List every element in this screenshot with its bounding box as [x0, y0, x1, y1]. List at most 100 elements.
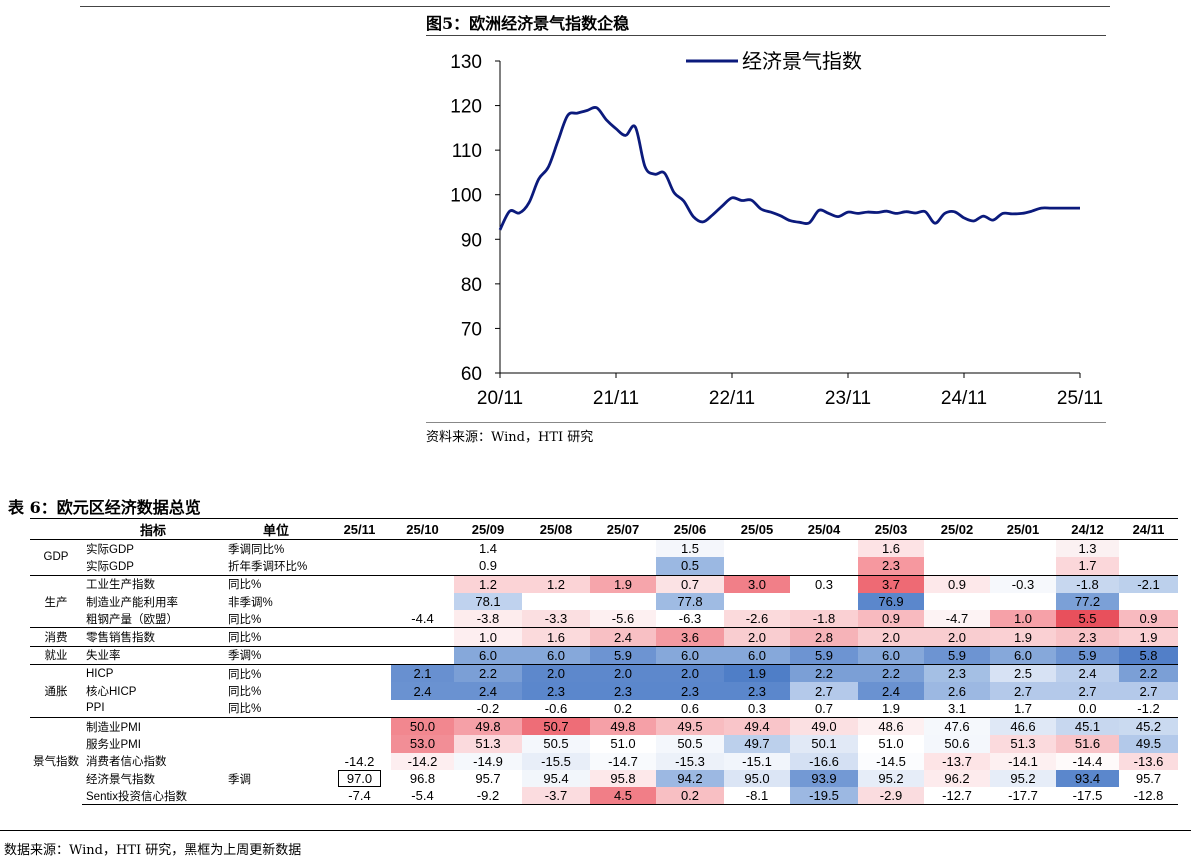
- value-cell: 50.6: [924, 735, 990, 753]
- value-cell: 95.7: [454, 769, 522, 788]
- value-cell: 2.0: [522, 664, 590, 683]
- y-tick-label: 80: [461, 275, 482, 296]
- value-cell: 0.0: [1056, 699, 1119, 718]
- header-cell: 25/11: [328, 518, 391, 540]
- value-cell: 50.0: [391, 716, 454, 736]
- unit-label: 季调%: [224, 645, 328, 665]
- unit-label: 同比%: [224, 627, 328, 647]
- value-cell: [391, 574, 454, 593]
- header-cell: 25/05: [724, 518, 790, 540]
- value-cell: 1.7: [1056, 557, 1119, 576]
- header-cell: 指标: [82, 518, 224, 540]
- value-cell: [1119, 540, 1178, 558]
- value-cell: 3.0: [724, 574, 790, 593]
- table-row: 制造业产能利用率 非季调% 78.1 77.8 76.9 77.2: [30, 592, 1178, 611]
- table-row: PPI 同比% -0.2 -0.6 0.2 0.6 0.3 0.7 1.9 3.1 1.7 0.0 -1…: [30, 699, 1178, 718]
- value-cell: 2.3: [656, 682, 724, 700]
- value-cell: [391, 627, 454, 647]
- unit-label: 同比%: [224, 574, 328, 593]
- value-cell: 0.2: [656, 787, 724, 806]
- value-cell: [1119, 557, 1178, 575]
- value-cell: 51.3: [454, 735, 522, 753]
- value-cell: 2.4: [391, 682, 454, 700]
- value-cell: -19.5: [790, 787, 858, 806]
- value-cell: -3.3: [522, 610, 590, 628]
- value-cell: -14.2: [391, 752, 454, 770]
- value-cell: 2.3: [1056, 627, 1119, 647]
- value-cell: -15.5: [522, 752, 590, 770]
- value-cell: 96.2: [924, 769, 990, 788]
- value-cell: 2.7: [790, 682, 858, 700]
- value-cell: 96.8: [391, 769, 454, 788]
- value-cell: 77.8: [656, 592, 724, 611]
- table-header-row: 指标 单位 25/11 25/10 25/09 25/08 25/07 25/06 25/05 2…: [30, 518, 1178, 540]
- value-cell: 2.6: [924, 682, 990, 700]
- value-cell: 97.0: [328, 769, 391, 788]
- x-tick-label: 24/11: [941, 388, 987, 409]
- value-cell: -2.9: [858, 787, 924, 806]
- table-row: 核心HICP 同比% 2.4 2.4 2.3 2.3 2.3 2.3 2.7 2.4 2.6 2.7 2…: [30, 682, 1178, 700]
- value-cell: 94.2: [656, 769, 724, 788]
- header-cell: 25/01: [990, 518, 1056, 540]
- header-cell: 25/09: [454, 518, 522, 540]
- value-cell: -3.8: [454, 610, 522, 628]
- header-cell: 25/04: [790, 518, 858, 540]
- value-cell: 0.6: [656, 699, 724, 718]
- value-cell: -15.1: [724, 752, 790, 770]
- value-cell: [328, 557, 391, 575]
- y-tick-label: 70: [461, 319, 482, 340]
- value-cell: 49.8: [454, 716, 522, 736]
- value-cell: 47.6: [924, 716, 990, 736]
- value-cell: 2.3: [724, 682, 790, 700]
- table-row: 粗钢产量（欧盟） 同比% -4.4 -3.8 -3.3 -5.6 -6.3 -2.6 -1.8 0…: [30, 610, 1178, 628]
- y-tick-label: 90: [461, 230, 482, 251]
- value-cell: [790, 593, 858, 610]
- indicator-name: Sentix投资信心指数: [82, 787, 224, 806]
- value-cell: 1.6: [858, 539, 924, 558]
- x-tick-label: 23/11: [825, 388, 871, 409]
- value-cell: [790, 557, 858, 575]
- unit-label: 季调同比%: [228, 543, 285, 556]
- value-cell: 5.5: [1056, 610, 1119, 628]
- value-cell: [790, 540, 858, 558]
- table-row: 消费者信心指数 -14.2 -14.2 -14.9 -15.5 -14.7 -15.3 -15…: [30, 752, 1178, 770]
- x-tick-label: 21/11: [593, 388, 639, 409]
- series-line-econ-sentiment: [498, 106, 1080, 231]
- value-cell: 1.7: [990, 699, 1056, 718]
- value-cell: 1.6: [522, 627, 590, 647]
- group-label: 生产: [30, 574, 82, 628]
- value-cell: 2.4: [858, 682, 924, 700]
- indicator-name: 制造业PMI: [82, 716, 224, 736]
- value-cell: [522, 593, 590, 610]
- unit-label: 同比%: [228, 686, 262, 699]
- line-chart: 60 70 80 90 100 110 120 130 20/11 21/11 22/11 23/11…: [450, 49, 1103, 409]
- value-cell: [990, 593, 1056, 610]
- value-cell: 3.7: [858, 574, 924, 593]
- value-cell: 51.3: [990, 735, 1056, 753]
- value-cell: -4.7: [924, 610, 990, 628]
- value-cell: 49.5: [656, 716, 724, 736]
- value-cell: [990, 540, 1056, 558]
- value-cell: 2.3: [858, 557, 924, 576]
- x-tick-label: 20/11: [477, 388, 523, 409]
- figure-source-rule: [426, 422, 1106, 423]
- indicator-name: 实际GDP: [86, 543, 134, 556]
- value-cell: -14.7: [590, 752, 656, 770]
- table-source: 数据来源：Wind，HTI 研究，黑框为上周更新数据: [4, 843, 302, 858]
- value-cell: -2.6: [724, 610, 790, 628]
- value-cell: [328, 610, 391, 628]
- x-tick-label: 22/11: [709, 388, 755, 409]
- value-cell: 1.2: [454, 574, 522, 593]
- value-cell: 0.2: [590, 699, 656, 718]
- value-cell: [328, 627, 391, 647]
- value-cell: 0.5: [656, 557, 724, 576]
- unit-label: 同比%: [228, 703, 262, 716]
- value-cell: -5.4: [391, 787, 454, 806]
- unit-label: 同比%: [228, 613, 262, 626]
- value-cell: [328, 540, 391, 558]
- value-cell: 95.4: [522, 769, 590, 788]
- value-cell: 2.1: [391, 664, 454, 683]
- value-cell: 5.9: [590, 645, 656, 665]
- value-cell: 2.8: [790, 627, 858, 647]
- y-tick-label: 120: [450, 97, 482, 118]
